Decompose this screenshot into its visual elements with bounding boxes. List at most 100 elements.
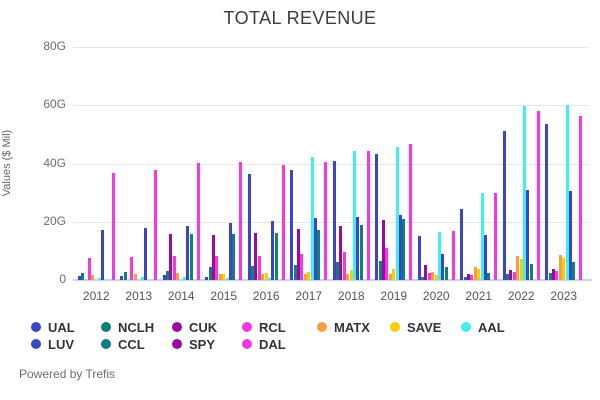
bar-dal-2017[interactable]: [324, 162, 328, 280]
bar-nclh-2018[interactable]: [336, 262, 339, 280]
bar-rcl-2014[interactable]: [172, 256, 176, 280]
bar-aal-2020[interactable]: [438, 232, 441, 280]
bar-matx-2012[interactable]: [91, 275, 95, 280]
bar-save-2017[interactable]: [307, 272, 311, 280]
bar-save-2018[interactable]: [349, 270, 353, 280]
bar-rcl-2023[interactable]: [555, 270, 559, 280]
legend-item-nclh[interactable]: NCLH: [101, 320, 154, 335]
bar-ccl-2016[interactable]: [274, 232, 278, 280]
bar-cuk-2015[interactable]: [211, 234, 215, 280]
bar-dal-2012[interactable]: [111, 173, 115, 280]
bar-nclh-2014[interactable]: [166, 270, 169, 280]
bar-matx-2014[interactable]: [176, 273, 180, 280]
bar-rcl-2017[interactable]: [300, 254, 304, 280]
bar-dal-2014[interactable]: [196, 162, 200, 280]
bar-cuk-2014[interactable]: [169, 233, 173, 280]
bar-luv-2022[interactable]: [526, 190, 530, 280]
legend-item-save[interactable]: SAVE: [390, 320, 441, 335]
bar-ual-2023[interactable]: [545, 124, 549, 280]
bar-cuk-2019[interactable]: [381, 220, 385, 280]
bar-cuk-2018[interactable]: [339, 225, 343, 280]
bar-ccl-2017[interactable]: [317, 229, 321, 280]
bar-dal-2023[interactable]: [579, 116, 583, 280]
bar-matx-2021[interactable]: [473, 267, 477, 280]
bar-aal-2014[interactable]: [183, 276, 186, 280]
bar-ccl-2018[interactable]: [359, 224, 363, 280]
bar-save-2016[interactable]: [264, 273, 268, 280]
bar-ual-2014[interactable]: [162, 275, 166, 280]
bar-ccl-2021[interactable]: [487, 273, 491, 280]
bar-rcl-2019[interactable]: [385, 248, 389, 280]
bar-rcl-2016[interactable]: [257, 255, 261, 280]
legend-item-ccl[interactable]: CCL: [101, 337, 145, 352]
bar-matx-2016[interactable]: [261, 274, 265, 280]
bar-ual-2020[interactable]: [417, 236, 421, 280]
bar-luv-2021[interactable]: [483, 234, 487, 280]
bar-rcl-2012[interactable]: [87, 257, 91, 280]
bar-ccl-2020[interactable]: [444, 267, 448, 280]
bar-matx-2023[interactable]: [558, 255, 562, 280]
bar-save-2022[interactable]: [519, 259, 523, 280]
bar-cuk-2022[interactable]: [509, 269, 513, 280]
bar-nclh-2013[interactable]: [123, 272, 127, 280]
bar-dal-2013[interactable]: [154, 170, 158, 280]
bar-luv-2012[interactable]: [101, 230, 105, 280]
bar-luv-2013[interactable]: [143, 228, 147, 280]
bar-save-2020[interactable]: [434, 274, 438, 280]
bar-ccl-2023[interactable]: [572, 261, 576, 280]
bar-luv-2019[interactable]: [398, 215, 402, 280]
bar-dal-2022[interactable]: [536, 111, 540, 280]
bar-nclh-2017[interactable]: [293, 264, 297, 280]
bar-ual-2019[interactable]: [375, 154, 379, 280]
bar-nclh-2012[interactable]: [81, 273, 84, 280]
bar-ual-2012[interactable]: [77, 275, 81, 280]
bar-dal-2019[interactable]: [409, 143, 413, 280]
bar-nclh-2020[interactable]: [421, 277, 424, 280]
bar-ual-2016[interactable]: [247, 173, 251, 280]
bar-aal-2015[interactable]: [225, 277, 229, 280]
bar-nclh-2023[interactable]: [548, 273, 552, 280]
bar-ccl-2015[interactable]: [232, 234, 236, 280]
bar-nclh-2022[interactable]: [506, 274, 509, 280]
bar-aal-2016[interactable]: [268, 277, 271, 280]
bar-ccl-2014[interactable]: [189, 233, 193, 280]
bar-nclh-2016[interactable]: [251, 266, 254, 280]
bar-save-2015[interactable]: [222, 274, 226, 280]
bar-luv-2018[interactable]: [356, 216, 360, 280]
bar-luv-2017[interactable]: [313, 218, 317, 280]
legend-item-ual[interactable]: UAL: [31, 320, 75, 335]
bar-aal-2021[interactable]: [480, 193, 484, 280]
bar-luv-2014[interactable]: [186, 225, 190, 280]
bar-dal-2015[interactable]: [239, 162, 243, 280]
bar-rcl-2022[interactable]: [512, 271, 516, 280]
legend-item-dal[interactable]: DAL: [242, 337, 286, 352]
bar-nclh-2021[interactable]: [463, 277, 467, 280]
bar-matx-2013[interactable]: [133, 274, 137, 280]
bar-matx-2017[interactable]: [303, 273, 307, 280]
bar-ual-2013[interactable]: [120, 275, 124, 280]
bar-aal-2012[interactable]: [98, 277, 101, 280]
bar-dal-2016[interactable]: [281, 164, 285, 280]
bar-ual-2018[interactable]: [332, 160, 336, 280]
bar-luv-2016[interactable]: [271, 220, 275, 280]
bar-luv-2015[interactable]: [228, 222, 232, 280]
legend-item-rcl[interactable]: RCL: [242, 320, 286, 335]
bar-luv-2023[interactable]: [568, 191, 572, 280]
bar-ccl-2019[interactable]: [402, 218, 406, 280]
bar-cuk-2017[interactable]: [296, 229, 300, 280]
bar-dal-2018[interactable]: [366, 151, 370, 280]
bar-aal-2013[interactable]: [140, 277, 144, 280]
bar-rcl-2020[interactable]: [427, 273, 431, 280]
bar-save-2021[interactable]: [477, 269, 481, 280]
legend-item-matx[interactable]: MATX: [317, 320, 370, 335]
bar-ual-2015[interactable]: [205, 276, 209, 280]
bar-rcl-2013[interactable]: [130, 256, 134, 280]
bar-aal-2019[interactable]: [395, 147, 399, 280]
bar-aal-2023[interactable]: [565, 105, 569, 280]
bar-aal-2018[interactable]: [353, 150, 356, 280]
bar-cuk-2021[interactable]: [466, 273, 470, 280]
bar-rcl-2018[interactable]: [342, 252, 346, 280]
bar-nclh-2019[interactable]: [378, 260, 382, 280]
bar-dal-2020[interactable]: [451, 231, 455, 280]
bar-cuk-2016[interactable]: [254, 232, 258, 280]
